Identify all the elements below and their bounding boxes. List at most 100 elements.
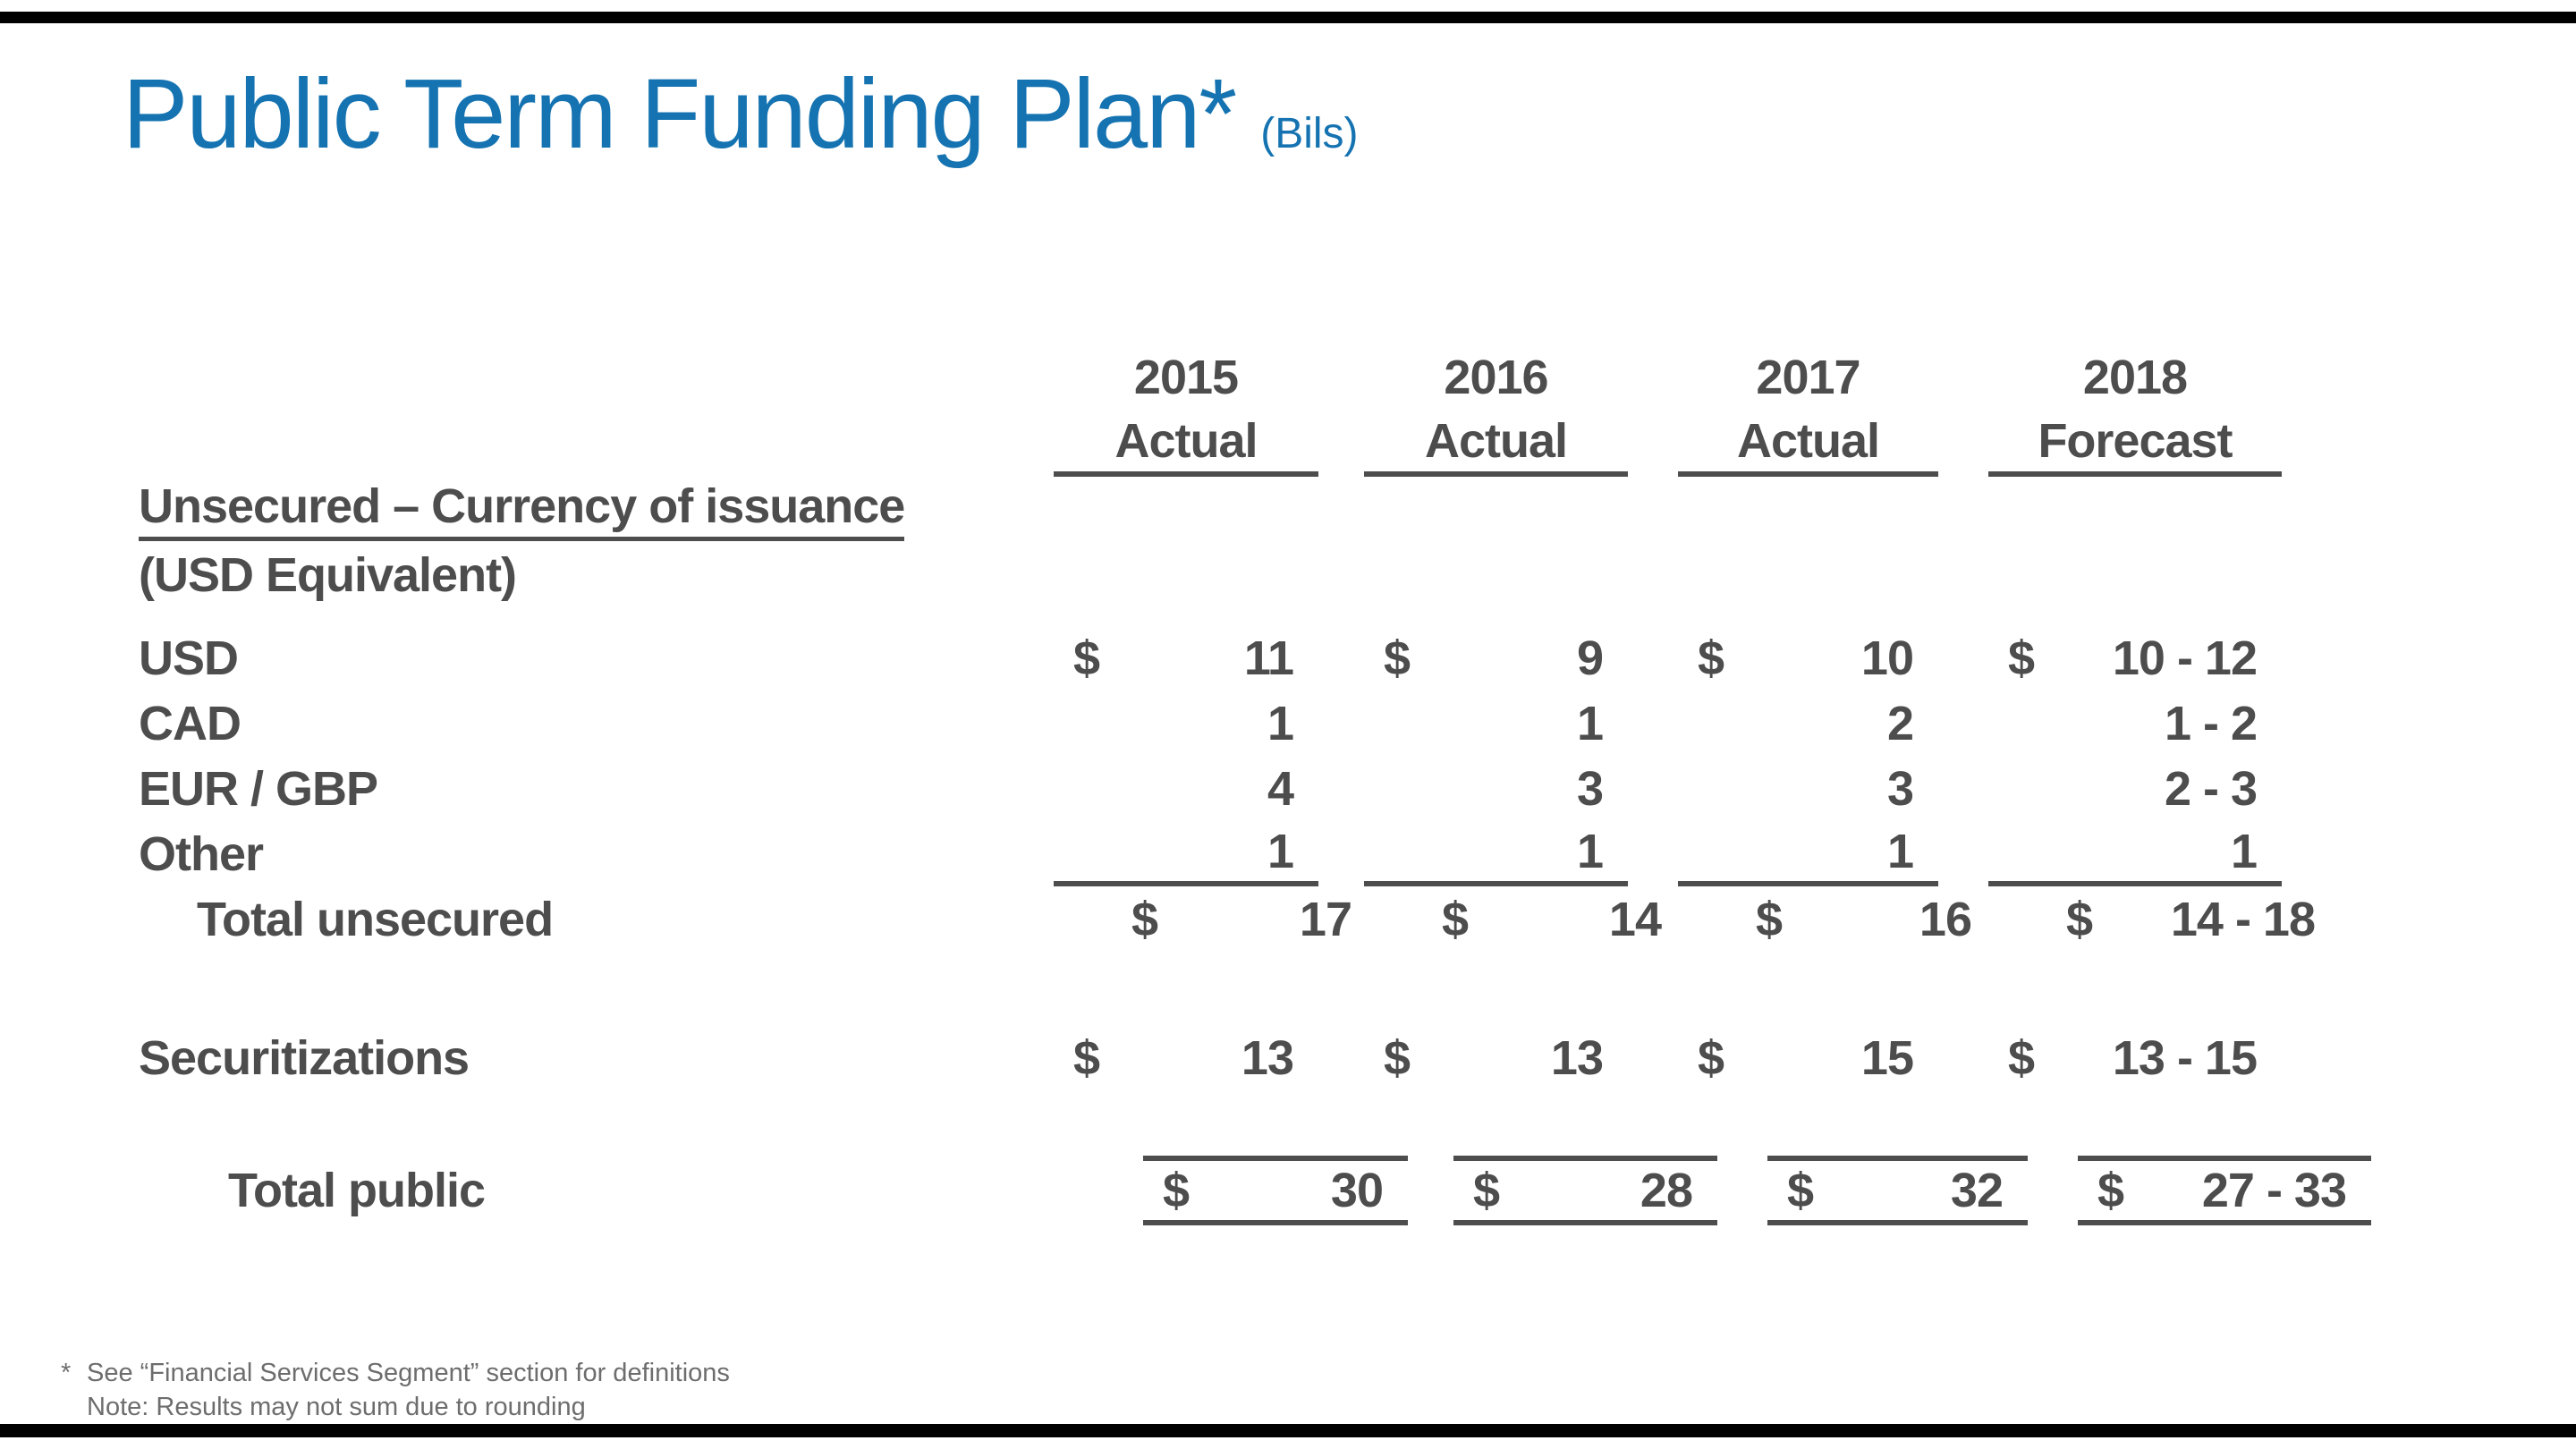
dollar-sign: $	[2097, 1164, 2124, 1217]
table-cell: 1	[1678, 821, 1938, 886]
table-cell: $28	[1453, 1156, 1717, 1225]
table-cell: 3	[1364, 756, 1628, 821]
row-label: Securitizations	[139, 1030, 470, 1085]
dollar-sign: $	[1698, 631, 1724, 685]
column-year-2016: 2016	[1444, 350, 1548, 404]
footnote-definitions: * See “Financial Services Segment” secti…	[61, 1356, 730, 1390]
table-cell: $13 - 15	[1988, 1025, 2282, 1090]
top-border-rule	[0, 12, 2576, 23]
row-label: USD	[139, 631, 239, 685]
table-cell: 1 - 2	[1988, 691, 2282, 756]
cell-value: 2 - 3	[2164, 761, 2258, 816]
cell-value: 9	[1576, 631, 1604, 685]
cell-value: 2	[1886, 696, 1914, 750]
dollar-sign: $	[1698, 1030, 1724, 1085]
cell-value: 27 - 33	[2201, 1164, 2347, 1217]
dollar-sign: $	[1442, 892, 1469, 946]
table-row-usd: USD $11 $9 $10 $10 - 12	[139, 625, 2282, 691]
dollar-sign: $	[1756, 892, 1783, 946]
dollar-sign: $	[1131, 892, 1158, 946]
cell-value: 32	[1950, 1164, 2004, 1217]
section-subheader-row: (USD Equivalent)	[139, 542, 2282, 607]
dollar-sign: $	[1073, 1030, 1100, 1085]
column-subheader-2016: Actual	[1364, 410, 1628, 477]
spacer	[139, 1090, 2282, 1156]
cell-value: 13 - 15	[2112, 1030, 2258, 1085]
cell-value: 1	[1576, 696, 1604, 750]
section-header-label: Unsecured – Currency of issuance	[139, 479, 1054, 541]
table-cell: 1	[1364, 691, 1628, 756]
row-label: EUR / GBP	[139, 761, 378, 816]
table-row-eur-gbp: EUR / GBP 4 3 3 2 - 3	[139, 756, 2282, 821]
cell-value: 1 - 2	[2164, 696, 2258, 750]
spacer	[139, 607, 2282, 625]
cell-value: 14 - 18	[2170, 892, 2316, 946]
section-header-row: Unsecured – Currency of issuance	[139, 477, 2282, 542]
column-year-2017: 2017	[1756, 350, 1860, 404]
table-cell: 1	[1054, 691, 1318, 756]
cell-value: 11	[1243, 631, 1294, 685]
column-year-2015: 2015	[1133, 350, 1239, 404]
table-row-total-unsecured: Total unsecured $17 $14 $16 $14 - 18	[139, 886, 2316, 952]
table-header-sub-row: Actual Actual Actual Forecast	[139, 410, 2282, 477]
table-cell: $10	[1678, 625, 1938, 691]
row-label: CAD	[139, 696, 242, 750]
footnote-asterisk: *	[61, 1359, 72, 1387]
table-cell: $14 - 18	[2046, 886, 2340, 952]
table-row-other: Other 1 1 1 1	[139, 821, 2282, 886]
table-cell: $13	[1054, 1025, 1318, 1090]
table-cell: $11	[1054, 625, 1318, 691]
column-subheader-2018: Forecast	[1988, 410, 2282, 477]
table-cell: 1	[1988, 821, 2282, 886]
table-cell: $13	[1364, 1025, 1628, 1090]
table-header-years-row: 2015 2016 2017 2018	[139, 344, 2282, 410]
table-row-securitizations: Securitizations $13 $13 $15 $13 - 15	[139, 1025, 2282, 1090]
row-label: Total unsecured	[197, 892, 554, 946]
cell-value: 1	[2230, 824, 2258, 878]
cell-value: 13	[1241, 1030, 1294, 1085]
cell-value: 13	[1550, 1030, 1604, 1085]
table-cell: 1	[1364, 821, 1628, 886]
row-label: Total public	[228, 1164, 486, 1217]
page-title: Public Term Funding Plan* (Bils)	[123, 63, 1359, 166]
cell-value: 1	[1886, 824, 1914, 878]
table-row-total-public: Total public $30 $28 $32 $27 - 33	[139, 1156, 2371, 1225]
cell-value: 16	[1919, 892, 1972, 946]
column-subheader-2015: Actual	[1054, 410, 1318, 477]
cell-value: 3	[1576, 761, 1604, 816]
cell-value: 10	[1860, 631, 1914, 685]
table-cell: 4	[1054, 756, 1318, 821]
cell-value: 30	[1330, 1164, 1384, 1217]
table-cell: $15	[1678, 1025, 1938, 1090]
cell-value: 17	[1299, 892, 1352, 946]
dollar-sign: $	[2066, 892, 2093, 946]
dollar-sign: $	[2008, 631, 2035, 685]
section-header-underlined-text: Unsecured – Currency of issuance	[139, 479, 905, 541]
dollar-sign: $	[1073, 631, 1100, 685]
spacer	[139, 952, 2282, 1025]
table-cell: $14	[1422, 886, 1686, 952]
table-cell: $17	[1112, 886, 1377, 952]
table-cell: 2 - 3	[1988, 756, 2282, 821]
cell-value: 4	[1267, 761, 1294, 816]
funding-table: 2015 2016 2017 2018 Actual Actual Actual…	[139, 344, 2371, 1225]
table-cell: $16	[1736, 886, 1996, 952]
table-cell: 1	[1054, 821, 1318, 886]
cell-value: 1	[1576, 824, 1604, 878]
footnotes: * See “Financial Services Segment” secti…	[61, 1356, 730, 1424]
table-row-cad: CAD 1 1 2 1 - 2	[139, 691, 2282, 756]
dollar-sign: $	[1787, 1164, 1814, 1217]
cell-value: 28	[1640, 1164, 1693, 1217]
cell-value: 10 - 12	[2112, 631, 2258, 685]
row-label: Other	[139, 826, 264, 881]
table-cell: $30	[1143, 1156, 1408, 1225]
table-cell: $32	[1767, 1156, 2028, 1225]
cell-value: 1	[1267, 696, 1294, 750]
table-cell: $9	[1364, 625, 1628, 691]
cell-value: 1	[1267, 824, 1294, 878]
cell-value: 14	[1608, 892, 1662, 946]
footnote-rounding-note: Note: Results may not sum due to roundin…	[87, 1393, 586, 1421]
page-title-units: (Bils)	[1260, 110, 1359, 157]
column-subheader-2017: Actual	[1678, 410, 1938, 477]
